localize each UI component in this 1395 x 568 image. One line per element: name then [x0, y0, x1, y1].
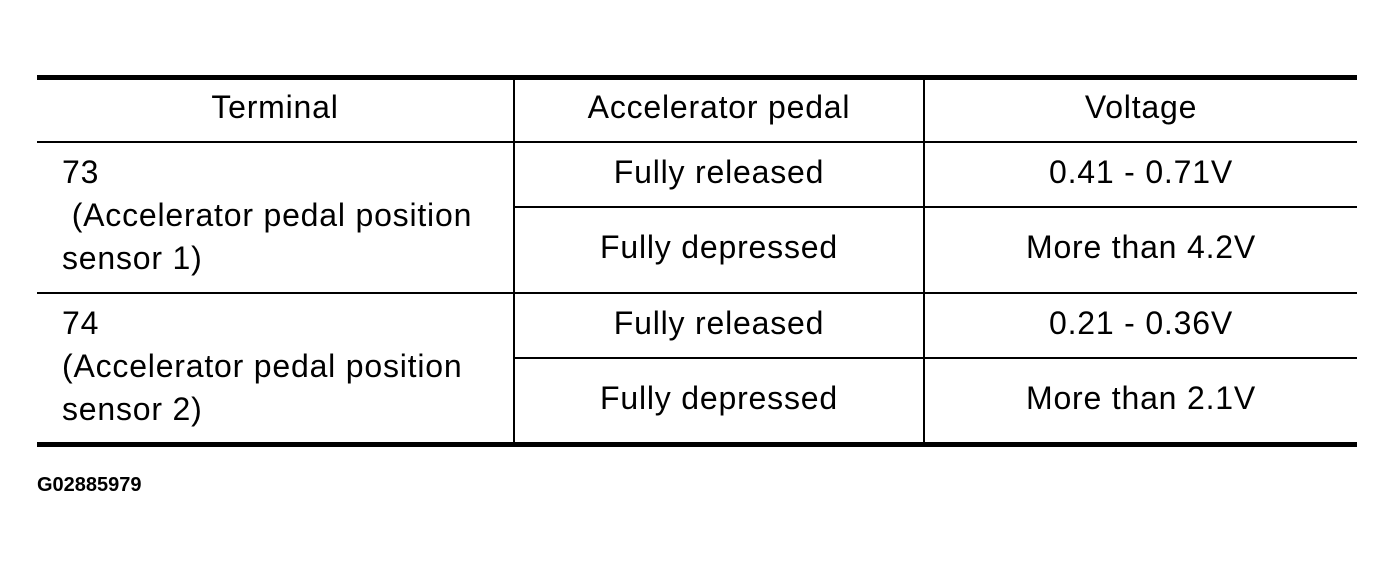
terminal-description: sensor 1) — [62, 240, 203, 276]
terminal-description: (Accelerator pedal position — [62, 348, 463, 384]
terminal-description: sensor 2) — [62, 391, 203, 427]
sub-row-rule — [514, 357, 1357, 359]
header-voltage: Voltage — [1084, 89, 1198, 125]
voltage-value: More than 4.2V — [1026, 229, 1256, 265]
pedal-state: Fully depressed — [600, 380, 838, 416]
column-divider — [923, 80, 925, 442]
terminal-number: 74 — [62, 305, 100, 341]
header-terminal: Terminal — [211, 89, 339, 125]
table-top-rule — [37, 75, 1357, 80]
header-rule — [37, 141, 1357, 143]
voltage-value: 0.21 - 0.36V — [1049, 305, 1233, 341]
row-rule — [37, 292, 1357, 294]
figure-id: G02885979 — [37, 474, 142, 496]
voltage-value: More than 2.1V — [1026, 380, 1256, 416]
pedal-state: Fully released — [613, 305, 825, 341]
pedal-state: Fully released — [613, 154, 825, 190]
sub-row-rule — [514, 206, 1357, 208]
terminal-number: 73 — [62, 154, 100, 190]
voltage-value: 0.41 - 0.71V — [1049, 154, 1233, 190]
header-accelerator-pedal: Accelerator pedal — [587, 89, 851, 125]
terminal-description: (Accelerator pedal position — [62, 197, 473, 233]
pedal-state: Fully depressed — [600, 229, 838, 265]
column-divider — [513, 80, 515, 442]
table-bottom-rule — [37, 442, 1357, 447]
